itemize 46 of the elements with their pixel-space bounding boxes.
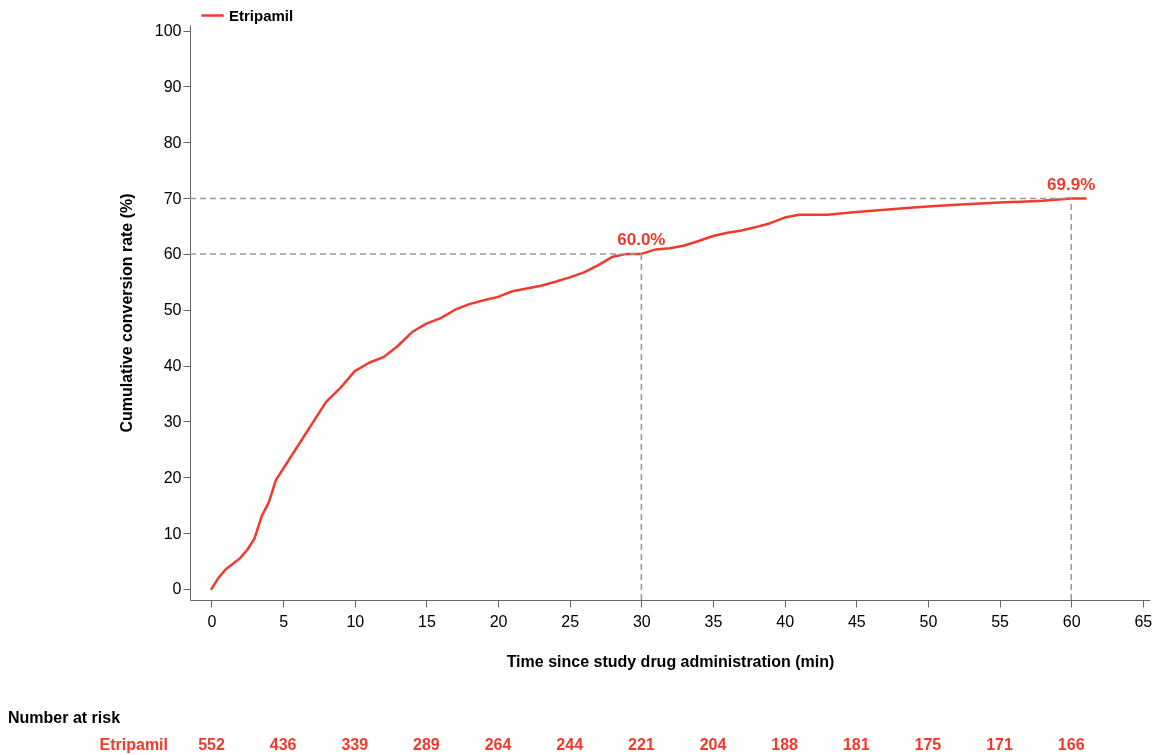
text: 175 <box>914 736 942 753</box>
text: 289 <box>413 736 440 753</box>
x-tick-label: 50 <box>919 612 938 630</box>
annotation: 60.0% <box>617 229 666 249</box>
text: 181 <box>842 736 870 753</box>
y-tick-label: 20 <box>163 468 182 486</box>
text: 204 <box>699 736 727 753</box>
text: 339 <box>341 736 369 753</box>
text: 221 <box>627 736 655 753</box>
x-tick-label: 5 <box>279 612 289 630</box>
y-tick-label: 0 <box>172 580 182 598</box>
y-tick-label: 40 <box>163 357 182 375</box>
text: 552 <box>198 736 225 753</box>
x-axis-title: Time since study drug administration (min) <box>506 652 835 670</box>
text: 436 <box>269 736 297 753</box>
x-tick-label: 65 <box>1134 612 1153 630</box>
text: 188 <box>771 736 799 753</box>
x-tick-label: 30 <box>632 612 651 630</box>
text: Etripamil <box>99 736 168 753</box>
x-tick-label: 55 <box>991 612 1010 630</box>
line-series <box>210 197 1087 591</box>
x-tick-label: 15 <box>418 612 436 630</box>
text: 264 <box>484 736 512 753</box>
y-tick-label: 30 <box>163 412 182 430</box>
y-tick-label: 10 <box>163 524 182 542</box>
y-tick-label: 100 <box>154 22 182 40</box>
x-tick-label: 20 <box>489 612 508 630</box>
y-axis-title: Cumulative conversion rate (%) <box>117 193 135 433</box>
text: 171 <box>986 736 1013 753</box>
x-tick-label: 25 <box>561 612 580 630</box>
legend-label: Etripamil <box>229 6 294 24</box>
y-tick-label: 70 <box>163 189 182 207</box>
text: 166 <box>1057 736 1085 753</box>
y-tick-label: 80 <box>163 133 182 151</box>
y-tick-label: 90 <box>163 77 182 95</box>
x-tick-label: 0 <box>207 612 217 630</box>
text: Number at risk <box>8 709 121 726</box>
annotation: 69.9% <box>1047 174 1096 194</box>
x-tick-label: 60 <box>1062 612 1081 630</box>
x-tick-label: 10 <box>346 612 365 630</box>
text: 244 <box>556 736 584 753</box>
x-tick-label: 45 <box>847 612 866 630</box>
x-tick-label: 35 <box>704 612 723 630</box>
y-tick-label: 60 <box>163 245 182 263</box>
y-tick-label: 50 <box>163 301 182 319</box>
x-tick-label: 40 <box>776 612 795 630</box>
